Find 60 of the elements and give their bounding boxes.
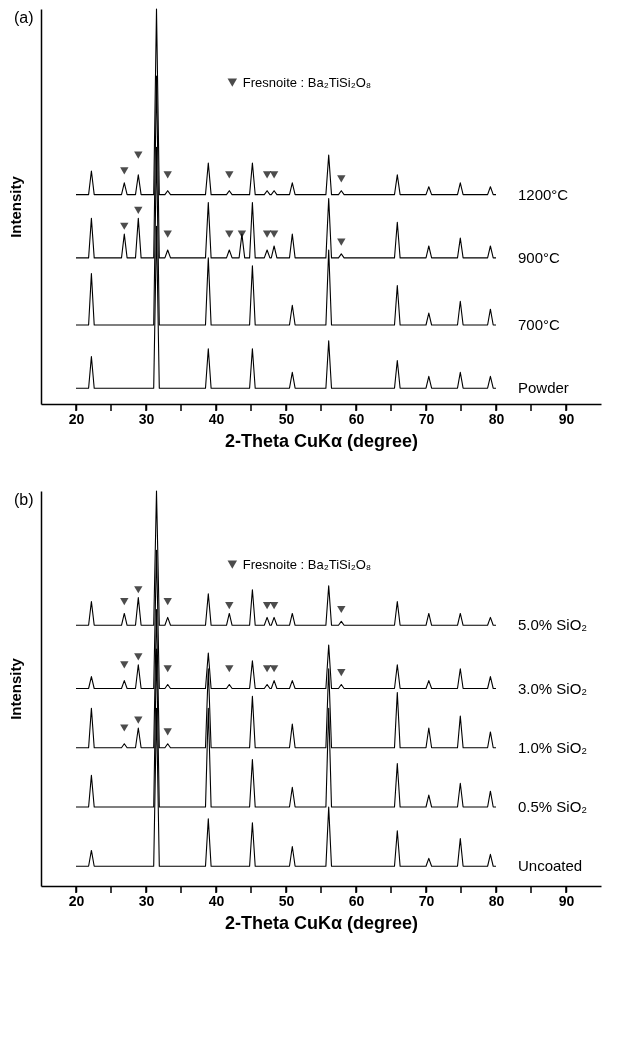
point bbox=[225, 665, 234, 673]
legend-label: Fresnoite : Ba₂TiSi₂O₈ bbox=[242, 74, 372, 90]
point bbox=[262, 601, 272, 610]
point bbox=[134, 586, 143, 594]
series-label: 1.0% SiO₂ bbox=[518, 738, 588, 756]
point bbox=[120, 724, 129, 732]
point bbox=[163, 171, 172, 179]
x-tick-label: 40 bbox=[208, 892, 225, 909]
point bbox=[337, 605, 346, 614]
point bbox=[225, 171, 234, 179]
point bbox=[262, 665, 272, 673]
point bbox=[262, 171, 272, 179]
x-tick-label: 70 bbox=[418, 410, 435, 427]
point bbox=[163, 665, 172, 673]
x-tick-label: 30 bbox=[138, 892, 155, 909]
x-tick-label: 50 bbox=[278, 410, 295, 427]
point bbox=[163, 597, 172, 606]
x-tick-label: 60 bbox=[348, 892, 365, 909]
x-tick-label: 40 bbox=[208, 410, 225, 427]
point bbox=[120, 597, 129, 606]
y-axis-title: Intensity bbox=[6, 657, 24, 720]
x-tick-label: 30 bbox=[138, 410, 155, 427]
x-tick-label: 90 bbox=[558, 892, 575, 909]
point bbox=[337, 175, 346, 183]
x-axis-title: 2-Theta CuKα (degree) bbox=[224, 430, 419, 451]
series-label: 900°C bbox=[518, 248, 561, 266]
legend-label: Fresnoite : Ba₂TiSi₂O₈ bbox=[242, 556, 372, 572]
series-label: 1200°C bbox=[518, 185, 569, 203]
x-tick-label: 20 bbox=[68, 892, 85, 909]
x-axis-title: 2-Theta CuKα (degree) bbox=[224, 912, 419, 933]
point bbox=[269, 230, 279, 238]
chart-title: (b) bbox=[14, 491, 34, 509]
point bbox=[337, 238, 346, 246]
point bbox=[269, 171, 279, 179]
x-tick-label: 20 bbox=[68, 410, 85, 427]
series-label: 3.0% SiO₂ bbox=[518, 679, 588, 697]
x-tick-label: 70 bbox=[418, 892, 435, 909]
x-tick-label: 80 bbox=[488, 892, 505, 909]
series-label: 0.5% SiO₂ bbox=[518, 798, 588, 815]
y-axis-title: Intensity bbox=[6, 175, 24, 238]
chart-title: (a) bbox=[14, 9, 34, 27]
x-tick-label: 60 bbox=[348, 410, 365, 427]
x-tick-label: 90 bbox=[558, 410, 575, 427]
point bbox=[134, 206, 143, 215]
point bbox=[337, 669, 346, 677]
point bbox=[120, 167, 129, 175]
point bbox=[134, 716, 143, 724]
point bbox=[225, 601, 234, 610]
series-label: 5.0% SiO₂ bbox=[518, 616, 588, 634]
series-label: Uncoated bbox=[518, 857, 583, 875]
series-label: Powder bbox=[518, 379, 569, 397]
point bbox=[237, 230, 247, 238]
point bbox=[134, 653, 143, 661]
point bbox=[163, 728, 172, 736]
point bbox=[269, 665, 279, 673]
point bbox=[269, 601, 279, 610]
x-tick-label: 80 bbox=[488, 410, 505, 427]
series-label: 700°C bbox=[518, 316, 561, 333]
point bbox=[120, 661, 129, 669]
x-tick-label: 50 bbox=[278, 892, 295, 909]
